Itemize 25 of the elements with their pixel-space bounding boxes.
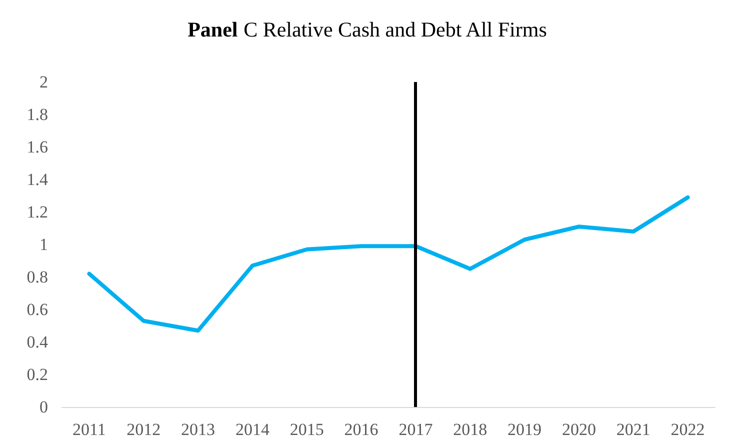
y-tick-label: 0.4 [26, 332, 48, 352]
y-tick-label: 1 [40, 235, 48, 254]
x-tick-label: 2012 [126, 420, 161, 439]
x-tick-label: 2021 [616, 420, 650, 439]
x-tick-label: 2014 [235, 420, 270, 439]
x-tick-label: 2015 [290, 420, 324, 439]
y-tick-label: 1.2 [26, 202, 48, 222]
y-tick-label: 1.8 [26, 105, 48, 124]
x-tick-label: 2011 [72, 420, 106, 439]
x-tick-label: 2013 [181, 420, 216, 439]
y-tick-label: 0.2 [26, 365, 48, 384]
y-tick-label: 0.6 [26, 300, 48, 319]
y-tick-label: 0 [40, 398, 48, 416]
x-tick-label: 2017 [398, 420, 434, 439]
y-tick-label: 0.8 [26, 268, 48, 286]
line-series [87, 195, 690, 333]
x-tick-label: 2016 [344, 420, 378, 439]
x-tick-label: 2020 [562, 420, 596, 439]
y-tick-label: 1.6 [26, 138, 48, 156]
y-tick-label: 1.4 [26, 170, 48, 189]
chart-title: Panel C Relative Cash and Debt All Firms [188, 18, 547, 42]
y-tick-label: 2 [40, 72, 48, 92]
x-tick-label: 2022 [670, 420, 705, 439]
x-tick-label: 2019 [508, 420, 542, 439]
x-tick-label: 2018 [453, 420, 488, 439]
